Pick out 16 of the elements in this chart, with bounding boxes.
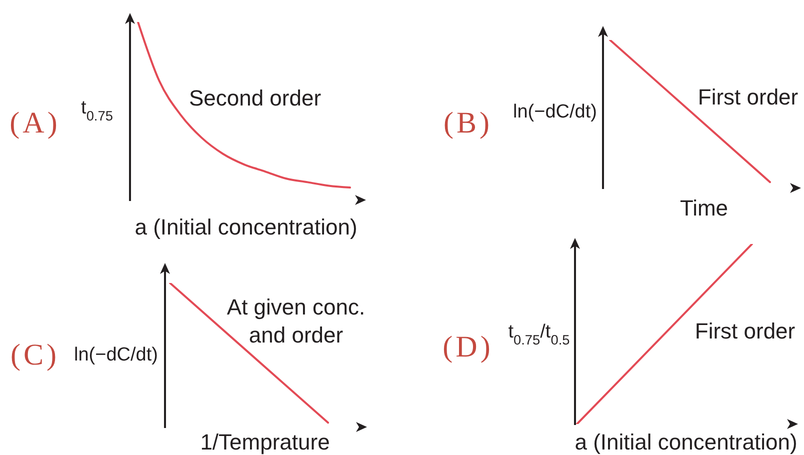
y-axis-title: t$_{0.75}$ xyxy=(81,98,114,123)
text: (C) xyxy=(10,338,60,372)
text: (B) xyxy=(444,106,492,140)
x-axis-title: a (Initial concentration) xyxy=(574,430,798,454)
y-axis-title: ln(−dC/dt) xyxy=(513,102,597,122)
x-axis-title: 1/Temprature xyxy=(200,430,330,454)
text: (D) xyxy=(442,330,494,364)
x-axis-title: a (Initial concentration) xyxy=(134,214,358,240)
annotation: At given conc. and order xyxy=(226,294,366,348)
annotation: Second order xyxy=(188,86,322,110)
annotation: First order xyxy=(694,318,796,344)
x-axis-title: Time xyxy=(680,196,728,220)
annotation: First order xyxy=(698,84,798,110)
y-axis-title: ln(−dC/dt) xyxy=(74,344,158,366)
y-axis-title: t$_{0.75}$/t$_{0.5}$ xyxy=(508,322,570,347)
text: (A) xyxy=(10,106,60,140)
